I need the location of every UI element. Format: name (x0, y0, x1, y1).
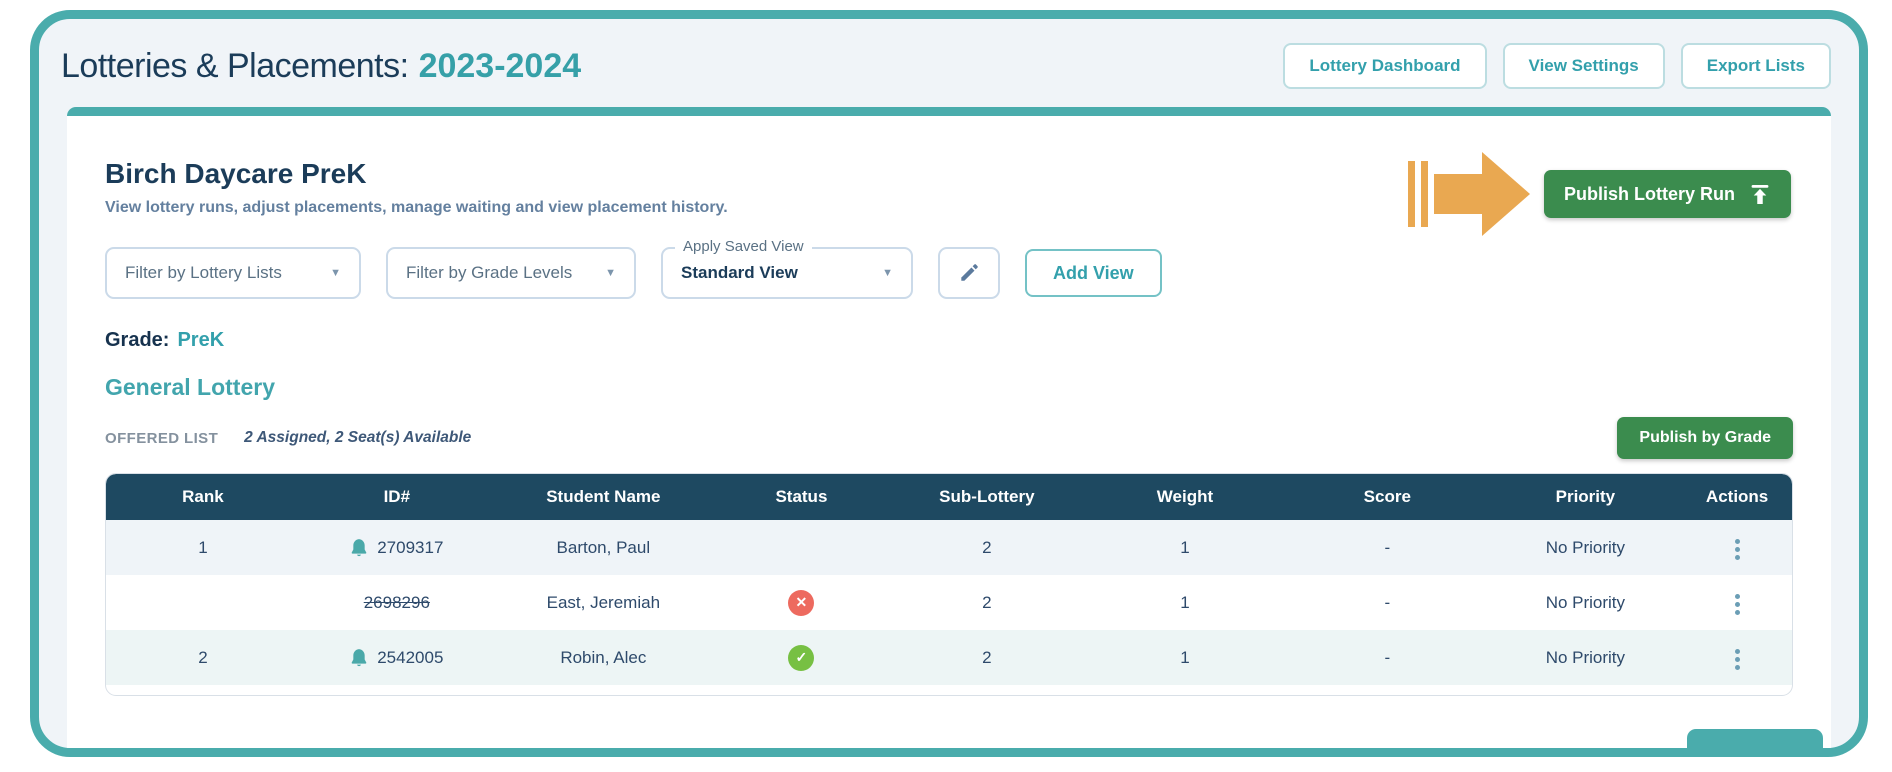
filter-row: Filter by Lottery Lists ▼ Filter by Grad… (105, 238, 1793, 299)
cell-status: ✕ ✓ (713, 644, 890, 671)
col-header-rank: Rank (182, 487, 224, 506)
rejected-status-icon: ✕ (788, 589, 815, 616)
school-title: Birch Daycare PreK (105, 158, 367, 189)
student-id: 2698296 (363, 592, 430, 612)
filter-lottery-lists-dropdown[interactable]: Filter by Lottery Lists ▼ (105, 247, 361, 299)
cell-id: 2542005 (300, 648, 494, 668)
cell-id: 2698296 (300, 593, 494, 613)
table-row: 2698296 East, Jeremiah ✕ ✓ 2 1 - No Prio… (106, 575, 1792, 630)
col-header-score: Score (1363, 487, 1411, 506)
accepted-status-icon: ✓ (788, 644, 815, 671)
filter-lottery-lists-label: Filter by Lottery Lists (125, 263, 282, 282)
bell-icon (351, 648, 367, 666)
offered-list-summary: 2 Assigned, 2 Seat(s) Available (244, 429, 472, 446)
col-header-priority: Priority (1555, 487, 1616, 506)
publish-zone: Publish Lottery Run (1408, 144, 1791, 244)
cell-actions (1682, 529, 1792, 566)
upload-icon (1751, 184, 1769, 204)
filter-grade-levels-label: Filter by Grade Levels (406, 263, 573, 282)
col-header-weight: Weight (1156, 487, 1214, 506)
col-header-id: ID# (383, 487, 411, 506)
cell-rank: 2 (198, 647, 208, 667)
app-frame: Lotteries & Placements: 2023-2024 Lottery… (30, 10, 1868, 757)
col-header-actions: Actions (1705, 487, 1769, 506)
apply-saved-view-label: Apply Saved View (675, 238, 812, 255)
card-top-accent-bar (67, 107, 1831, 116)
student-id: 2709317 (377, 537, 444, 557)
card-body: Birch Daycare PreK View lottery runs, ad… (67, 116, 1831, 748)
publish-by-grade-button[interactable]: Publish by Grade (1617, 417, 1793, 459)
kebab-menu-icon[interactable] (1725, 643, 1750, 676)
main-card: Birch Daycare PreK View lottery runs, ad… (67, 107, 1831, 748)
offered-list-label: OFFERED LIST (105, 429, 219, 447)
header-buttons: Lottery Dashboard View Settings Export L… (1283, 43, 1831, 89)
cell-score: - (1384, 592, 1391, 612)
cell-weight: 1 (1180, 592, 1190, 612)
add-view-button[interactable]: Add View (1025, 249, 1162, 297)
cell-id: 2709317 (300, 538, 494, 558)
page-header: Lotteries & Placements: 2023-2024 Lottery… (39, 19, 1859, 107)
chevron-down-icon: ▼ (330, 267, 341, 279)
chevron-down-icon: ▼ (882, 267, 893, 279)
cell-actions (1682, 584, 1792, 621)
cell-priority: No Priority (1545, 592, 1626, 612)
bottom-partial-button[interactable] (1687, 729, 1823, 748)
table-row: 1 2709317 Barton, Paul ✕ ✓ 2 1 - No Prio… (106, 520, 1792, 575)
offered-list-row: OFFERED LIST 2 Assigned, 2 Seat(s) Avail… (105, 417, 1793, 459)
page-title-prefix: Lotteries & Placements: (61, 46, 409, 85)
cell-score: - (1384, 537, 1391, 557)
table-row: 2 2542005 Robin, Alec ✕ ✓ 2 1 - No Prior… (106, 630, 1792, 685)
kebab-menu-icon[interactable] (1725, 588, 1750, 621)
chevron-down-icon: ▼ (605, 267, 616, 279)
publish-lottery-run-button[interactable]: Publish Lottery Run (1544, 170, 1791, 218)
cell-weight: 1 (1180, 647, 1190, 667)
page-title-year: 2023-2024 (418, 46, 582, 85)
apply-saved-view-select[interactable]: Apply Saved View Standard View ▼ (661, 238, 913, 299)
cell-actions (1682, 639, 1792, 676)
publish-lottery-run-label: Publish Lottery Run (1564, 183, 1735, 204)
edit-view-button[interactable] (938, 247, 1000, 299)
grade-label: Grade: (105, 329, 170, 351)
saved-view-value: Standard View (681, 263, 798, 282)
view-settings-button[interactable]: View Settings (1502, 43, 1665, 89)
pencil-icon (961, 264, 978, 281)
kebab-menu-icon[interactable] (1725, 533, 1750, 566)
bell-icon (351, 538, 367, 556)
page-title: Lotteries & Placements: 2023-2024 (61, 47, 581, 86)
export-lists-button[interactable]: Export Lists (1680, 43, 1831, 89)
cell-student-name: East, Jeremiah (546, 592, 661, 612)
cell-student-name: Barton, Paul (556, 537, 651, 557)
col-header-status: Status (775, 487, 828, 506)
filter-grade-levels-dropdown[interactable]: Filter by Grade Levels ▼ (386, 247, 636, 299)
lottery-section-title: General Lottery (105, 374, 275, 400)
cell-student-name: Robin, Alec (560, 647, 647, 667)
table-header-row: Rank ID# Student Name Status Sub-Lottery… (106, 474, 1792, 520)
cell-sub-lottery: 2 (982, 647, 992, 667)
cell-priority: No Priority (1545, 537, 1626, 557)
cell-rank: 1 (198, 537, 208, 557)
grade-value: PreK (177, 329, 225, 351)
school-description: View lottery runs, adjust placements, ma… (105, 199, 728, 216)
lottery-dashboard-button[interactable]: Lottery Dashboard (1283, 43, 1487, 89)
cell-weight: 1 (1180, 537, 1190, 557)
cell-sub-lottery: 2 (982, 537, 992, 557)
col-header-student-name: Student Name (546, 487, 661, 506)
cell-status: ✕ ✓ (713, 589, 890, 616)
cell-sub-lottery: 2 (982, 592, 992, 612)
cell-score: - (1384, 647, 1391, 667)
cell-priority: No Priority (1545, 647, 1626, 667)
annotation-arrow-icon (1408, 152, 1530, 236)
grade-line: Grade: PreK (105, 329, 1793, 352)
col-header-sub-lottery: Sub-Lottery (939, 487, 1035, 506)
student-id: 2542005 (377, 647, 444, 667)
lottery-table: Rank ID# Student Name Status Sub-Lottery… (105, 473, 1793, 696)
